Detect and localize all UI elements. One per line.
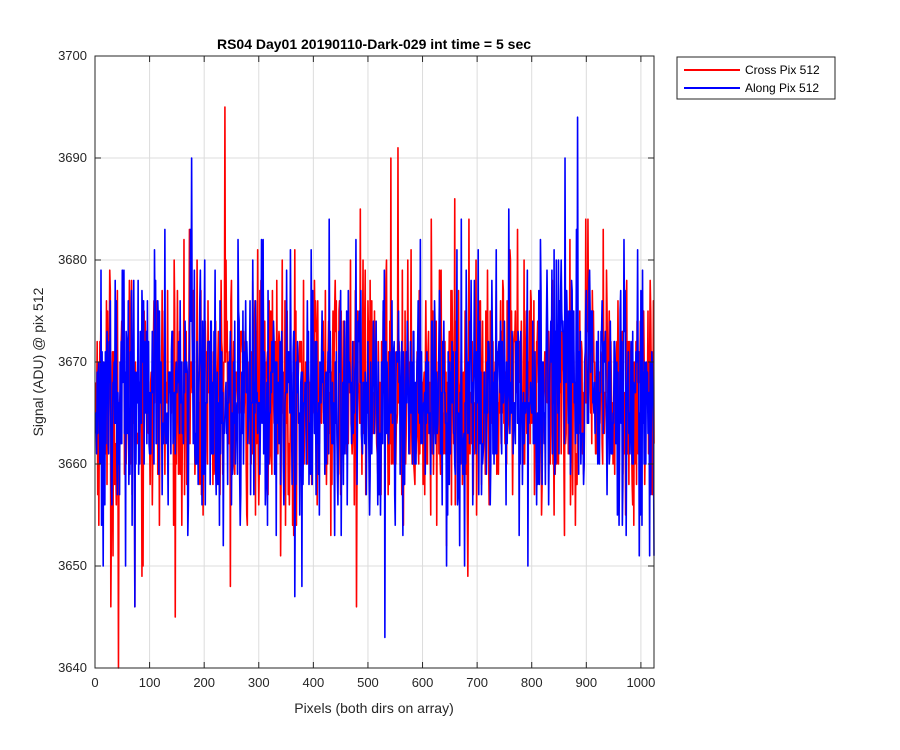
legend-box (676, 56, 836, 100)
y-tick-label: 3680 (58, 252, 87, 267)
legend-label-cross: Cross Pix 512 (745, 63, 820, 77)
series-line-1 (94, 116, 655, 639)
y-axis-label: Signal (ADU) @ pix 512 (30, 287, 46, 436)
x-tick-label: 200 (193, 675, 215, 690)
series-layer (94, 106, 655, 669)
legend: Cross Pix 512 Along Pix 512 (676, 56, 836, 100)
x-tick-label: 500 (357, 675, 379, 690)
x-tick-label: 300 (248, 675, 270, 690)
chart-title: RS04 Day01 20190110-Dark-029 int time = … (217, 36, 531, 52)
x-tick-label: 1000 (626, 675, 655, 690)
y-tick-label: 3650 (58, 558, 87, 573)
y-tick-label: 3670 (58, 354, 87, 369)
x-tick-label: 700 (466, 675, 488, 690)
y-tick-label: 3700 (58, 48, 87, 63)
y-tick-label: 3690 (58, 150, 87, 165)
x-tick-label: 800 (521, 675, 543, 690)
x-axis-label: Pixels (both dirs on array) (294, 700, 454, 716)
x-tick-label: 400 (303, 675, 325, 690)
x-tick-label: 600 (412, 675, 434, 690)
y-tick-label: 3640 (58, 660, 87, 675)
x-tick-label: 900 (575, 675, 597, 690)
x-tick-label: 0 (91, 675, 98, 690)
x-ticks: 0 100 200 300 400 500 600 700 800 900 1000 (91, 56, 655, 690)
x-tick-label: 100 (139, 675, 161, 690)
y-ticks: 3640 3650 3660 3670 3680 3690 3700 (58, 48, 654, 675)
legend-label-along: Along Pix 512 (745, 81, 819, 95)
y-tick-label: 3660 (58, 456, 87, 471)
